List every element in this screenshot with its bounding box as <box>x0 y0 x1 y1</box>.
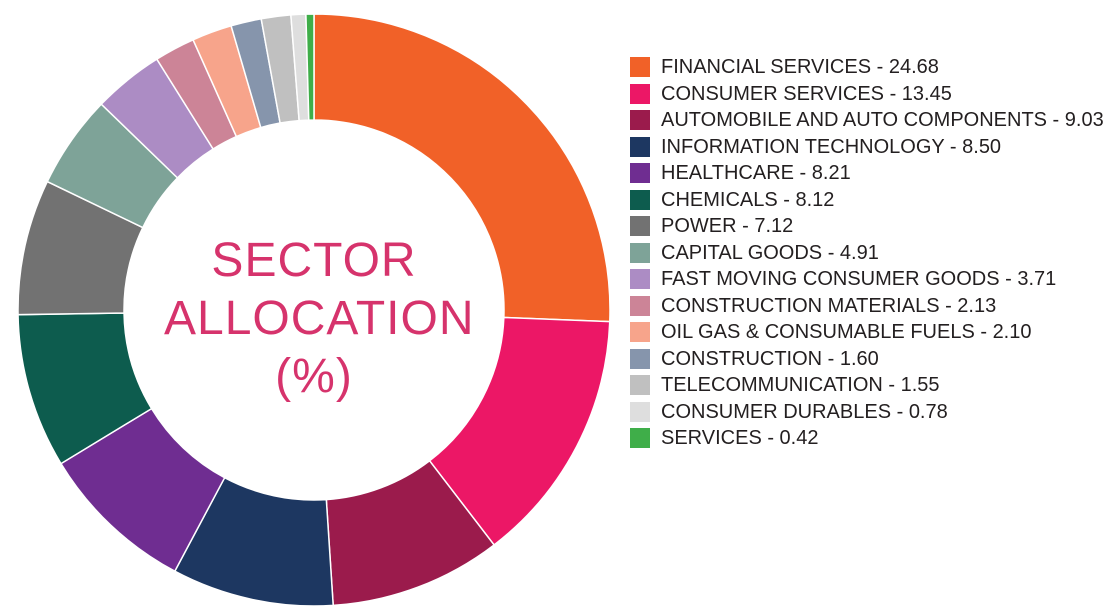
legend-item-1: FINANCIAL SERVICES - 24.68 <box>630 54 1110 80</box>
slice-15 <box>305 13 315 121</box>
legend-item-14: CONSUMER DURABLES - 0.78 <box>630 399 1110 425</box>
legend-item-3: AUTOMOBILE AND AUTO COMPONENTS - 9.03 <box>630 107 1110 133</box>
legend-label-9: FAST MOVING CONSUMER GOODS - 3.71 <box>661 268 1057 290</box>
legend-label-11: OIL GAS & CONSUMABLE FUELS - 2.10 <box>661 321 1032 343</box>
legend-swatch-15 <box>630 428 650 448</box>
legend-swatch-3 <box>630 110 650 130</box>
legend-label-13: TELECOMMUNICATION - 1.55 <box>661 374 940 396</box>
legend-item-9: FAST MOVING CONSUMER GOODS - 3.71 <box>630 266 1110 292</box>
legend-swatch-1 <box>630 57 650 77</box>
legend-label-4: INFORMATION TECHNOLOGY - 8.50 <box>661 135 1002 158</box>
legend-label-14: CONSUMER DURABLES - 0.78 <box>661 400 948 423</box>
legend-item-5: HEALTHCARE - 8.21 <box>630 160 1110 186</box>
legend-label-1: FINANCIAL SERVICES - 24.68 <box>661 56 939 78</box>
legend-swatch-5 <box>630 163 650 183</box>
slice-1 <box>313 13 611 323</box>
legend-label-7: POWER - 7.12 <box>661 215 794 237</box>
legend-label-2: CONSUMER SERVICES - 13.45 <box>661 82 952 105</box>
legend-label-12: CONSTRUCTION - 1.60 <box>661 347 879 370</box>
legend-swatch-13 <box>630 375 650 395</box>
legend-swatch-6 <box>630 189 650 210</box>
chart-legend: FINANCIAL SERVICES - 24.68 CONSUMER SERVI… <box>630 54 1110 452</box>
legend-item-2: CONSUMER SERVICES - 13.45 <box>630 81 1110 107</box>
legend-item-12: CONSTRUCTION - 1.60 <box>630 346 1110 372</box>
legend-item-4: INFORMATION TECHNOLOGY - 8.50 <box>630 134 1110 160</box>
legend-item-6: CHEMICALS - 8.12 <box>630 187 1110 213</box>
legend-swatch-9 <box>630 269 650 289</box>
legend-label-5: HEALTHCARE - 8.21 <box>661 162 851 184</box>
legend-label-10: CONSTRUCTION MATERIALS - 2.13 <box>661 294 997 317</box>
donut-chart <box>17 13 611 607</box>
legend-swatch-10 <box>630 295 650 316</box>
legend-item-7: POWER - 7.12 <box>630 213 1110 239</box>
legend-swatch-7 <box>630 216 650 236</box>
legend-swatch-11 <box>630 322 650 342</box>
legend-swatch-2 <box>630 83 650 104</box>
legend-label-3: AUTOMOBILE AND AUTO COMPONENTS - 9.03 <box>661 109 1104 131</box>
legend-swatch-4 <box>630 136 650 157</box>
chart-title-line-3: (%) <box>275 350 353 403</box>
legend-label-6: CHEMICALS - 8.12 <box>661 188 835 211</box>
legend-item-10: CONSTRUCTION MATERIALS - 2.13 <box>630 293 1110 319</box>
chart-title-line-1: SECTOR <box>211 234 417 287</box>
legend-item-13: TELECOMMUNICATION - 1.55 <box>630 372 1110 398</box>
legend-item-11: OIL GAS & CONSUMABLE FUELS - 2.10 <box>630 319 1110 345</box>
legend-swatch-8 <box>630 242 650 263</box>
legend-label-8: CAPITAL GOODS - 4.91 <box>661 241 879 264</box>
legend-swatch-14 <box>630 401 650 422</box>
legend-label-15: SERVICES - 0.42 <box>661 427 819 449</box>
legend-swatch-12 <box>630 348 650 369</box>
chart-title: SECTOR ALLOCATION (%) <box>164 232 475 406</box>
legend-item-15: SERVICES - 0.42 <box>630 425 1110 451</box>
legend-item-8: CAPITAL GOODS - 4.91 <box>630 240 1110 266</box>
chart-title-line-2: ALLOCATION <box>164 292 475 345</box>
